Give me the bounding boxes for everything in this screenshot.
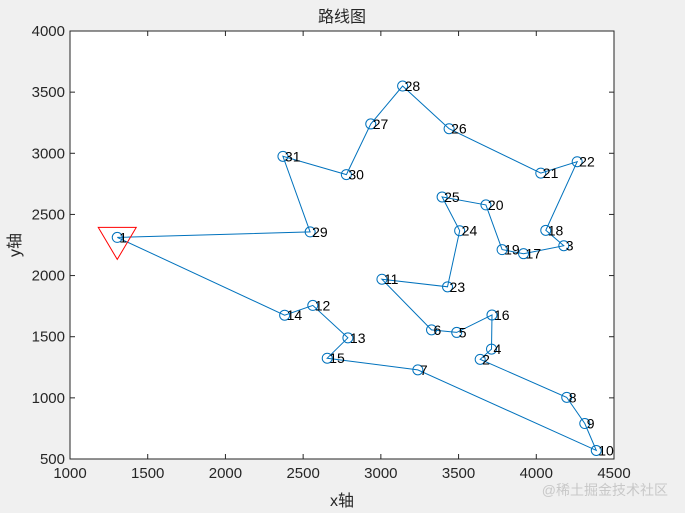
x-axis-title: x轴 — [330, 492, 354, 510]
data-point — [590, 444, 602, 456]
x-tick-label: 2500 — [286, 465, 319, 482]
data-point — [412, 364, 424, 376]
x-tick-label: 4500 — [597, 465, 630, 482]
y-tick-label: 2000 — [32, 268, 65, 285]
point-label: 8 — [569, 389, 577, 405]
x-tick-label: 2000 — [209, 465, 242, 482]
data-point — [454, 225, 466, 237]
data-point — [571, 156, 583, 168]
y-tick-label: 1000 — [32, 390, 65, 407]
point-label: 19 — [504, 242, 520, 258]
data-point — [486, 309, 498, 321]
y-tick-label: 4000 — [32, 23, 65, 40]
x-tick-label: 1500 — [131, 465, 164, 482]
point-label: 27 — [373, 116, 389, 132]
data-point — [307, 299, 319, 311]
point-label: 21 — [543, 165, 559, 181]
x-tick-label: 1000 — [53, 465, 86, 482]
point-label: 15 — [329, 350, 345, 366]
chart-marks: 1234567891011121314151617181920212223242… — [97, 78, 614, 458]
data-point — [561, 391, 573, 403]
point-label: 10 — [598, 442, 614, 458]
data-point — [279, 309, 291, 321]
data-point — [436, 191, 448, 203]
point-label: 5 — [459, 324, 467, 340]
data-point — [496, 244, 508, 256]
chart-title: 路线图 — [318, 8, 366, 26]
point-label: 3 — [566, 238, 574, 254]
point-label: 1 — [119, 229, 127, 245]
data-point — [376, 273, 388, 285]
data-point — [518, 248, 530, 260]
point-label: 26 — [451, 121, 467, 137]
data-point — [474, 353, 486, 365]
data-point — [340, 169, 352, 181]
point-label: 25 — [444, 189, 460, 205]
x-tick-label: 3000 — [364, 465, 397, 482]
point-label: 18 — [548, 222, 564, 238]
data-point — [486, 343, 498, 355]
axes-frame — [69, 30, 615, 460]
point-label: 24 — [462, 223, 478, 239]
y-tick-label: 1500 — [32, 329, 65, 346]
y-tick-label: 2500 — [32, 206, 65, 223]
point-label: 30 — [348, 167, 364, 183]
point-label: 20 — [488, 197, 504, 213]
data-point — [451, 326, 463, 338]
y-tick-label: 3500 — [32, 84, 65, 101]
chart-axes: 1000 1500 2000 2500 3000 3500 4000 450050010001… — [32, 23, 631, 482]
data-point — [442, 281, 454, 293]
data-point — [426, 324, 438, 336]
point-label: 28 — [405, 78, 421, 94]
data-point — [540, 224, 552, 236]
point-label: 22 — [579, 154, 595, 170]
y-axis-title: y轴 — [6, 233, 24, 257]
data-point — [321, 352, 333, 364]
data-point — [342, 332, 354, 344]
data-point — [443, 123, 455, 135]
data-point — [480, 199, 492, 211]
data-point — [111, 231, 123, 243]
point-label: 2 — [482, 351, 490, 367]
watermark-text: @稀土掘金技术社区 — [542, 482, 668, 498]
point-label: 23 — [450, 279, 466, 295]
point-label: 17 — [526, 246, 542, 262]
point-label: 16 — [494, 307, 510, 323]
start-marker — [97, 226, 138, 261]
point-label: 9 — [587, 416, 595, 432]
plot-area — [70, 31, 614, 459]
point-label: 4 — [494, 341, 502, 357]
point-label: 13 — [350, 330, 366, 346]
data-point — [397, 80, 409, 92]
y-tick-label: 3000 — [32, 145, 65, 162]
point-label: 6 — [434, 322, 442, 338]
data-point — [304, 226, 316, 238]
data-point — [277, 150, 289, 162]
data-point — [365, 118, 377, 130]
point-label: 14 — [287, 307, 303, 323]
point-label: 7 — [420, 362, 428, 378]
x-tick-label: 4000 — [520, 465, 553, 482]
data-point — [535, 167, 547, 179]
x-tick-label: 3500 — [442, 465, 475, 482]
data-point — [558, 240, 570, 252]
point-label: 11 — [384, 271, 399, 287]
point-label: 29 — [312, 224, 328, 240]
point-label: 12 — [315, 297, 331, 313]
data-point — [579, 418, 591, 430]
point-label: 31 — [285, 148, 301, 164]
route-line — [117, 85, 598, 452]
y-tick-label: 500 — [40, 451, 65, 468]
